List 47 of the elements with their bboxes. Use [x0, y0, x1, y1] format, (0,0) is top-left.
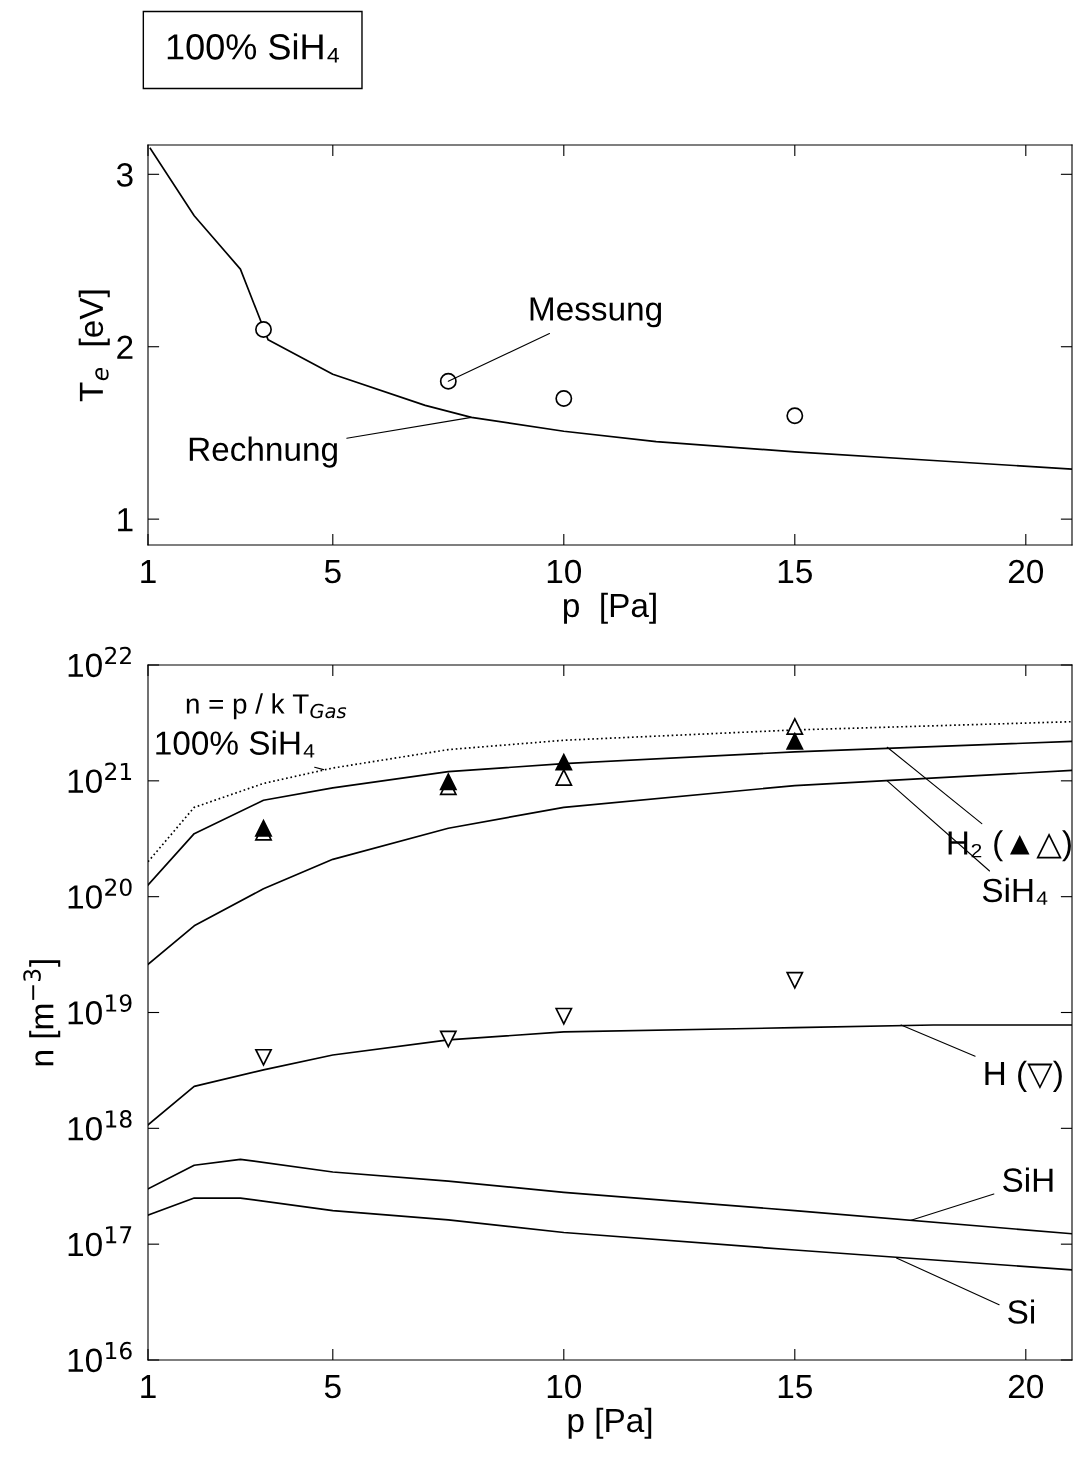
point: [439, 372, 457, 390]
x-tick-label: 10: [547, 559, 582, 584]
annotation: H (▽): [985, 1060, 1062, 1092]
y-tick-label: 3: [116, 163, 133, 187]
annotation: Rechnung: [189, 436, 337, 468]
x-tick-label: 1: [141, 1375, 156, 1399]
point: [786, 971, 804, 989]
point: [555, 768, 573, 786]
x-tick-label: 1: [141, 560, 156, 584]
point: [555, 1007, 573, 1025]
annotation: 100% SiH₄: [156, 730, 315, 758]
y-tick-label: 10$^{17}$: [68, 1226, 132, 1257]
chart-title: 100% SiH₄: [167, 33, 339, 63]
y-axis-title: n [m$^{−3}$]: [23, 960, 61, 1066]
x-tick-label: 5: [324, 1375, 341, 1399]
x-axis-title: p [Pa]: [563, 592, 656, 624]
annotation: SiH: [1003, 1167, 1053, 1192]
annotation: Si: [1008, 1299, 1035, 1324]
y-tick-label: 10$^{20}$: [68, 878, 132, 909]
point: [555, 753, 573, 771]
x-tick-label: 5: [324, 560, 341, 584]
point: [439, 773, 457, 791]
point: [439, 1030, 457, 1048]
x-tick-label: 20: [1008, 559, 1044, 584]
x-tick-label: 15: [778, 1375, 812, 1399]
point: [555, 389, 573, 407]
point: [786, 717, 804, 735]
x-tick-label: 15: [778, 560, 812, 584]
y-tick-label: 2: [117, 335, 133, 359]
y-axis-title: T$_{e}$ [eV]: [78, 290, 110, 402]
point: [786, 407, 804, 425]
point: [255, 819, 272, 837]
y-tick-label: 10$^{18}$: [68, 1110, 132, 1141]
y-tick-label: 10$^{22}$: [68, 646, 131, 678]
x-tick-label: 20: [1008, 1374, 1044, 1399]
annotation: Messung: [530, 297, 662, 328]
x-tick-label: 10: [547, 1374, 582, 1399]
annotation: n = p / k T$_{Gas}$: [186, 693, 347, 720]
y-tick-label: 10$^{16}$: [68, 1341, 132, 1373]
point: [255, 321, 272, 338]
x-axis-title: p [Pa]: [568, 1407, 652, 1439]
point: [786, 732, 804, 750]
point: [255, 1048, 272, 1066]
y-tick-label: 10$^{19}$: [68, 994, 132, 1025]
annotation: SiH₄: [982, 877, 1048, 905]
y-tick-label: 10$^{21}$: [68, 762, 132, 793]
y-tick-label: 1: [118, 508, 133, 532]
